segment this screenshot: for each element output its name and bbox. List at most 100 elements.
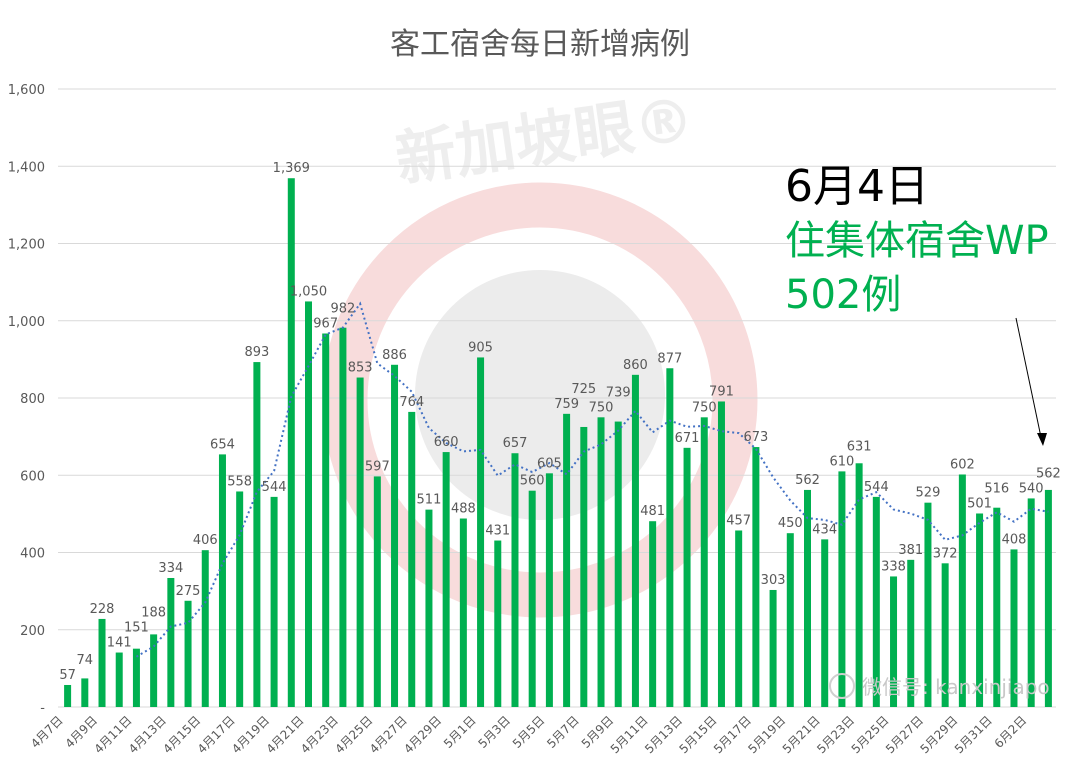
- data-label: 334: [158, 561, 183, 576]
- annotation-line1: 住集体宿舍WP: [785, 218, 1049, 264]
- bar: [666, 368, 674, 707]
- bar: [1044, 489, 1052, 707]
- bar: [786, 533, 794, 707]
- y-tick-label: 1,400: [8, 160, 45, 175]
- bar: [218, 454, 226, 707]
- bar: [408, 411, 416, 707]
- bar: [64, 684, 72, 707]
- bar: [253, 362, 261, 707]
- x-tick-label: 5月1日: [441, 713, 479, 751]
- wechat-watermark: 微信号: kanxinjiapo: [829, 673, 1050, 699]
- bar: [717, 401, 725, 707]
- bar: [201, 550, 209, 707]
- bar: [115, 652, 123, 707]
- data-label: 74: [77, 653, 94, 668]
- bar: [236, 491, 244, 707]
- data-label: 481: [640, 504, 665, 519]
- wechat-id: 微信号: kanxinjiapo: [862, 675, 1050, 699]
- data-label: 188: [141, 606, 166, 621]
- data-label: 151: [124, 621, 149, 636]
- y-tick-label: 800: [20, 392, 45, 407]
- bar: [752, 447, 760, 707]
- x-tick-label: 5月7日: [544, 713, 582, 751]
- bar: [339, 327, 347, 707]
- data-label: 501: [967, 496, 992, 511]
- bar: [563, 413, 571, 707]
- x-tick-label: 5月3日: [475, 713, 513, 751]
- data-label: 275: [176, 584, 201, 599]
- data-label: 408: [1002, 532, 1027, 547]
- data-label: 558: [227, 474, 252, 489]
- arrow-head-icon: [1037, 433, 1047, 446]
- data-label: 1,050: [290, 284, 327, 299]
- data-label: 759: [554, 397, 579, 412]
- data-label: 450: [778, 516, 803, 531]
- data-label: 725: [571, 382, 596, 397]
- x-tick-label: 4月29日: [401, 713, 444, 756]
- data-label: 431: [485, 524, 510, 539]
- bar: [890, 576, 898, 707]
- bar: [425, 509, 433, 707]
- x-tick-label: 4月7日: [28, 713, 66, 751]
- data-label: 860: [623, 358, 648, 373]
- bar: [442, 452, 450, 707]
- data-label: 877: [657, 351, 682, 366]
- x-tick-label: 5月5日: [510, 713, 548, 751]
- bar: [958, 474, 966, 707]
- data-label: 764: [399, 395, 424, 410]
- bar: [511, 453, 519, 707]
- y-tick-label: 600: [20, 469, 45, 484]
- annotation-date: 6月4日: [785, 161, 929, 212]
- bar: [81, 678, 89, 707]
- data-label: 560: [520, 474, 545, 489]
- data-label: 631: [847, 439, 872, 454]
- bar: [305, 301, 312, 707]
- data-label: 739: [606, 385, 631, 400]
- bar: [1010, 549, 1018, 707]
- bar: [907, 559, 915, 707]
- bar: [494, 540, 502, 707]
- y-tick-label: -: [40, 701, 45, 716]
- data-label: 602: [950, 457, 975, 472]
- data-label: 381: [898, 543, 923, 558]
- data-label: 516: [984, 481, 1009, 496]
- bar: [287, 178, 295, 707]
- bar: [735, 530, 743, 707]
- bar: [769, 589, 777, 707]
- bar: [459, 518, 467, 707]
- bar: [804, 489, 811, 707]
- bar: [631, 374, 639, 707]
- data-label: 457: [726, 513, 751, 528]
- bar: [993, 507, 1001, 707]
- bar: [649, 521, 657, 707]
- bar: [614, 421, 622, 707]
- data-label: 544: [864, 480, 889, 495]
- bar: [150, 634, 158, 707]
- bar: [941, 563, 949, 707]
- data-label: 544: [262, 480, 287, 495]
- bar: [391, 364, 399, 707]
- y-tick-label: 1,200: [8, 238, 45, 253]
- data-label: 791: [709, 384, 734, 399]
- data-label: 654: [210, 437, 235, 452]
- watermark-logo: 新加坡眼®: [322, 84, 758, 618]
- data-label: 57: [59, 668, 76, 683]
- data-label: 886: [382, 348, 407, 363]
- bar: [872, 496, 880, 707]
- data-label: 141: [107, 636, 132, 651]
- bar: [528, 490, 536, 707]
- chart-title: 客工宿舍每日新增病例: [390, 27, 690, 62]
- annotation-line2: 502例: [785, 272, 902, 318]
- data-label: 893: [244, 345, 269, 360]
- data-label: 434: [812, 522, 837, 537]
- bar: [270, 496, 278, 707]
- data-label: 853: [348, 361, 373, 376]
- data-label: 406: [193, 533, 218, 548]
- data-label: 562: [795, 473, 820, 488]
- data-label: 540: [1019, 481, 1044, 496]
- bar: [98, 618, 106, 707]
- bar: [184, 600, 192, 707]
- data-label: 605: [537, 456, 562, 471]
- data-label: 750: [589, 400, 614, 415]
- bar: [700, 417, 708, 707]
